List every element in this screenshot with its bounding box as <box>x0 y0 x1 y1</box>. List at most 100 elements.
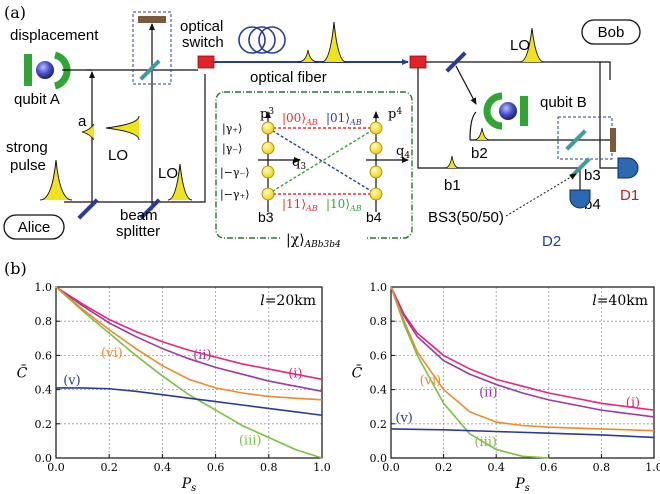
beam-splitter-3 <box>139 59 161 81</box>
x-tick-label: 1.0 <box>645 461 660 474</box>
fiber-pulse-small <box>297 49 319 63</box>
alice-mirror <box>138 16 166 23</box>
x-tick-label: 0.2 <box>435 461 453 474</box>
y-tick-label: 0.0 <box>35 452 53 465</box>
inset: p3 p4 q3 q4 |γ₊⟩ |γ₋⟩ |−γ₋⟩ |−γ₊⟩ |00⟩AB… <box>215 91 413 250</box>
strong-label-2: pulse <box>10 157 46 174</box>
bob-mirror <box>610 128 616 152</box>
qubit-b-atom <box>499 102 517 120</box>
inset-p3-label: p3 <box>260 107 274 122</box>
x-tick-label: 0.8 <box>593 461 611 474</box>
optical-switch-label-2: switch <box>182 34 224 51</box>
pulse-a-label: a <box>78 113 87 130</box>
qubit-b-mirror-left <box>483 92 503 130</box>
bob-lo-pulse <box>519 27 545 63</box>
bs3-label: BS3(50/50) <box>428 209 504 226</box>
displacement-label: displacement <box>10 27 99 44</box>
pulse-a-shape <box>81 123 95 141</box>
b3-label: b3 <box>584 167 601 184</box>
qubit-a-mirror-left <box>24 54 32 86</box>
panel-a: (a) Alice Bob displacement qubit A <box>3 3 641 250</box>
b3-dashed-box <box>557 116 613 160</box>
beam-label-1: beam <box>120 207 158 224</box>
y-tick-label: 0.2 <box>370 418 388 431</box>
series-label: (i) <box>626 396 640 411</box>
series-label: (iii) <box>239 433 262 448</box>
qubit-b <box>483 92 528 130</box>
inset-q3-label: q3 <box>292 155 306 172</box>
y-tick-label: 0.6 <box>370 349 388 362</box>
y-tick-label: 0.4 <box>35 384 53 397</box>
plot-frame <box>55 286 323 459</box>
alice-label: Alice <box>18 219 51 236</box>
series-line <box>390 286 549 459</box>
x-tick-label: 0.2 <box>100 461 118 474</box>
series-label: (ii) <box>193 348 211 363</box>
d1-label: D1 <box>620 187 639 204</box>
series-label: (vi) <box>101 346 123 361</box>
d2-detector <box>569 189 591 209</box>
series-line <box>56 387 323 417</box>
beam-splitter-1 <box>77 198 99 220</box>
inset-gamma-minus: |γ₋⟩ <box>222 142 242 156</box>
bob-b1-path <box>417 68 580 169</box>
inset-p4-label: p4 <box>388 107 402 122</box>
series-label: (ii) <box>479 385 497 400</box>
plot-frame <box>390 286 655 459</box>
fiber-pulse-big <box>321 21 347 63</box>
b2-label: b2 <box>471 145 488 162</box>
y-axis-label: C̄ <box>352 364 363 382</box>
chart-40km: 0.0 0.2 0.4 0.6 0.8 1.0 0.0 0.2 0.4 0.6 0.8 1.0 (i) (… <box>352 281 660 494</box>
inset-state-11: |11⟩AB <box>282 197 318 213</box>
y-tick-label: 0.8 <box>370 315 388 328</box>
qubit-a <box>24 51 71 90</box>
y-tick-label: 0.2 <box>35 418 53 431</box>
fiber-coil <box>238 26 286 54</box>
beam-splitter-2 <box>139 198 161 220</box>
optical-switch-bob <box>409 55 427 69</box>
series-line <box>390 286 655 418</box>
y-tick-label: 0.4 <box>370 384 388 397</box>
x-axis-label: Ps <box>514 476 530 494</box>
series-line <box>55 286 323 393</box>
lo-label-3: LO <box>510 37 530 54</box>
inset-chi-bg <box>280 228 366 248</box>
d2-label: D2 <box>542 233 561 250</box>
b1-label: b1 <box>444 177 461 194</box>
beam-lo-up <box>152 74 206 203</box>
x-tick-label: 1.0 <box>313 461 331 474</box>
x-tick-label: 0.0 <box>382 461 400 474</box>
bob-lo-path <box>426 61 611 80</box>
series-line <box>390 286 655 432</box>
panel-b-label: (b) <box>4 259 27 278</box>
series-label: (i) <box>288 367 302 382</box>
link-10 <box>267 127 377 195</box>
inset-gamma-plus: |γ₊⟩ <box>222 122 242 136</box>
qubit-a-label: qubit A <box>14 91 60 108</box>
lo-label-1: LO <box>108 147 128 164</box>
strong-pulse-shape <box>39 159 73 201</box>
x-axis-label: Ps <box>181 476 197 494</box>
inset-state-00: |00⟩AB <box>282 111 318 127</box>
inset-b4-label: b4 <box>366 209 382 225</box>
qubit-a-atom <box>36 61 54 79</box>
optical-fiber-label: optical fiber <box>250 69 327 86</box>
strong-label-1: strong <box>6 139 48 156</box>
bob-to-qubit-b <box>455 65 477 105</box>
x-tick-label: 0.8 <box>260 461 278 474</box>
x-tick-label: 0.0 <box>47 461 65 474</box>
panel-a-label: (a) <box>4 3 26 22</box>
inset-chi-label: |χ⟩ABb3b4 <box>286 232 341 250</box>
bob-to-d1 <box>599 140 618 169</box>
series-line <box>390 286 655 411</box>
series-label: (iii) <box>474 435 497 450</box>
qubit-b-mirror-right <box>520 96 528 126</box>
inset-state-01: |01⟩AB <box>326 111 362 127</box>
y-tick-label: 0.6 <box>35 349 53 362</box>
series-line <box>55 286 323 401</box>
inset-neg-gamma-plus: |−γ₊⟩ <box>220 188 250 202</box>
b2-pulse <box>473 127 491 141</box>
qubit-b-label: qubit B <box>540 94 587 111</box>
bob-box <box>581 19 641 45</box>
